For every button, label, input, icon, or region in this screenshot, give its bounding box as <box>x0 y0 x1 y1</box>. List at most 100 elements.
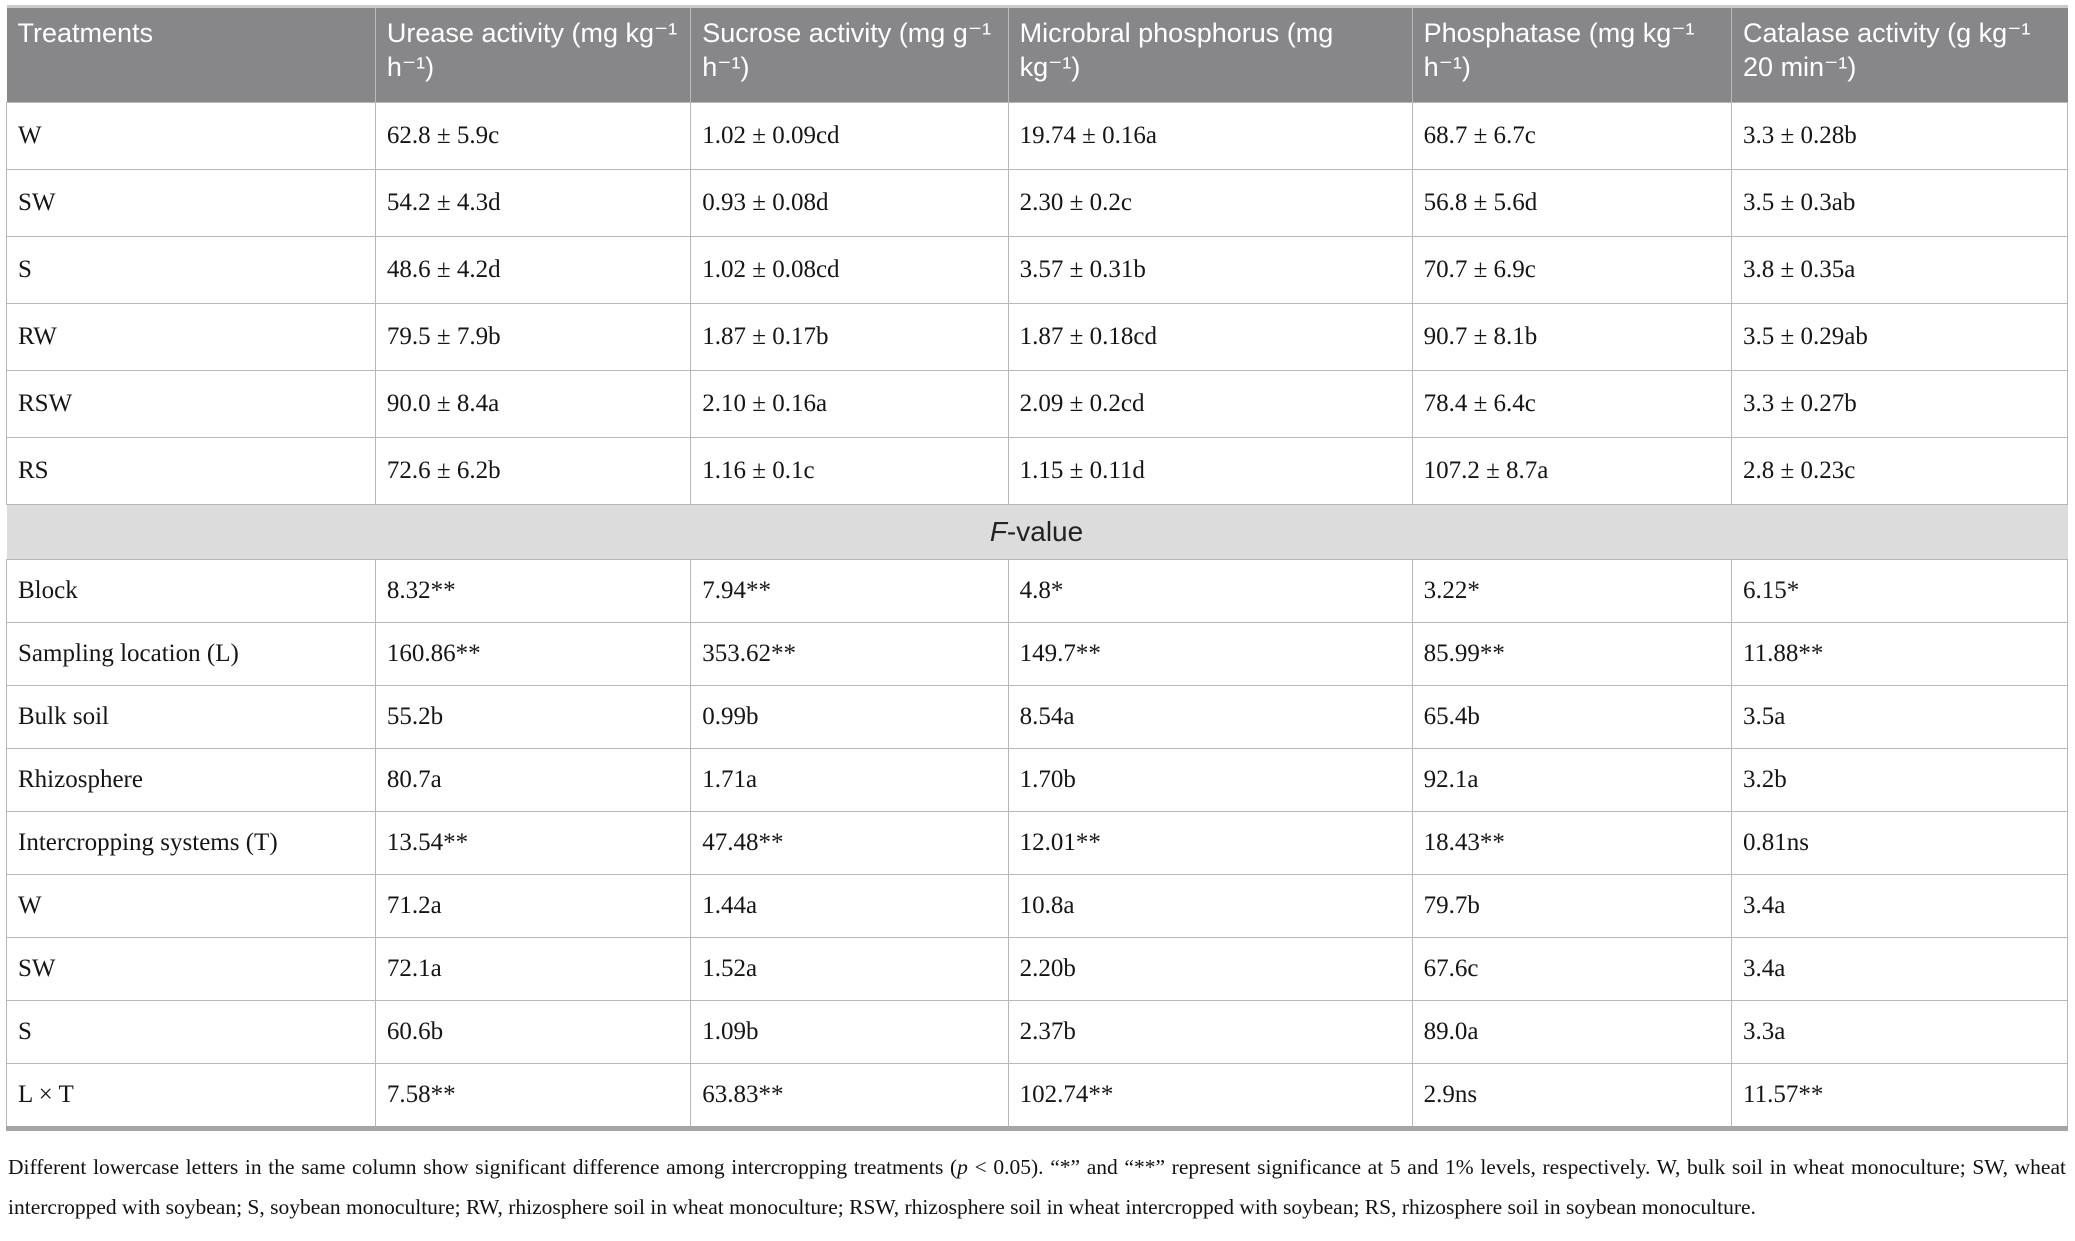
table-cell: 60.6b <box>374 1000 692 1064</box>
table-cell: 78.4 ± 6.4c <box>1411 370 1733 438</box>
table-cell: 67.6c <box>1411 937 1733 1001</box>
row-label: SW <box>6 169 376 237</box>
table-cell: 63.83** <box>690 1063 1009 1129</box>
table-footnote: Different lowercase letters in the same … <box>8 1147 2066 1227</box>
table-cell: 10.8a <box>1007 874 1413 938</box>
column-header-catalase-activity: Catalase activity (g kg⁻¹ 20 min⁻¹) <box>1731 6 2068 103</box>
table-cell: 3.3 ± 0.28b <box>1731 102 2068 170</box>
table-cell: 65.4b <box>1411 685 1733 749</box>
table-cell: 70.7 ± 6.9c <box>1411 236 1733 304</box>
table-cell: 160.86** <box>374 622 692 686</box>
table-cell: 149.7** <box>1007 622 1413 686</box>
table-cell: 3.3 ± 0.27b <box>1731 370 2068 438</box>
table-cell: 2.37b <box>1007 1000 1413 1064</box>
table-row-rsw: RSW 90.0 ± 8.4a 2.10 ± 0.16a 2.09 ± 0.2c… <box>6 370 2068 438</box>
table-cell: 2.8 ± 0.23c <box>1731 437 2068 505</box>
f-value-label-rest: -value <box>1006 516 1084 547</box>
column-header-sucrose-activity: Sucrose activity (mg g⁻¹ h⁻¹) <box>690 6 1009 103</box>
table-cell: 2.9ns <box>1411 1063 1733 1129</box>
table-cell: 353.62** <box>690 622 1009 686</box>
table-cell: 54.2 ± 4.3d <box>374 169 692 237</box>
table-cell: 72.1a <box>374 937 692 1001</box>
row-label: RSW <box>6 370 376 438</box>
enzyme-activity-table: Treatments Urease activity (mg kg⁻¹ h⁻¹)… <box>6 5 2068 1131</box>
table-cell: 18.43** <box>1411 811 1733 875</box>
table-cell: 8.32** <box>374 559 692 623</box>
table-cell: 80.7a <box>374 748 692 812</box>
table-cell: 3.57 ± 0.31b <box>1007 236 1413 304</box>
table-row-s: S 48.6 ± 4.2d 1.02 ± 0.08cd 3.57 ± 0.31b… <box>6 236 2068 304</box>
table-cell: 19.74 ± 0.16a <box>1007 102 1413 170</box>
table-cell: 3.2b <box>1731 748 2068 812</box>
table-cell: 79.5 ± 7.9b <box>374 303 692 371</box>
row-label: RS <box>6 437 376 505</box>
row-label: L × T <box>6 1063 376 1129</box>
table-cell: 13.54** <box>374 811 692 875</box>
table-row-w: W 62.8 ± 5.9c 1.02 ± 0.09cd 19.74 ± 0.16… <box>6 102 2068 170</box>
table-cell: 107.2 ± 8.7a <box>1411 437 1733 505</box>
column-header-urease-activity: Urease activity (mg kg⁻¹ h⁻¹) <box>374 6 691 103</box>
table-cell: 0.93 ± 0.08d <box>690 169 1009 237</box>
f-row-block: Block 8.32** 7.94** 4.8* 3.22* 6.15* <box>6 559 2068 623</box>
table-cell: 1.71a <box>690 748 1009 812</box>
table-cell: 2.30 ± 0.2c <box>1007 169 1413 237</box>
f-row-sw: SW 72.1a 1.52a 2.20b 67.6c 3.4a <box>6 937 2068 1001</box>
table-cell: 3.5a <box>1731 685 2068 749</box>
section-row-f-value: F-value <box>6 504 2068 560</box>
table-cell: 11.57** <box>1731 1063 2068 1129</box>
table-cell: 3.4a <box>1731 937 2068 1001</box>
table-cell: 68.7 ± 6.7c <box>1411 102 1733 170</box>
f-row-s: S 60.6b 1.09b 2.37b 89.0a 3.3a <box>6 1000 2068 1064</box>
row-label: W <box>6 102 376 170</box>
row-label: S <box>6 1000 376 1064</box>
table-cell: 6.15* <box>1731 559 2068 623</box>
row-label: Rhizosphere <box>6 748 376 812</box>
table-cell: 89.0a <box>1411 1000 1733 1064</box>
table-cell: 4.8* <box>1007 559 1413 623</box>
table-cell: 11.88** <box>1731 622 2068 686</box>
footnote-text-part2: < 0.05). “*” and “**” represent signific… <box>8 1155 2066 1219</box>
table-cell: 71.2a <box>374 874 692 938</box>
table-cell: 1.87 ± 0.17b <box>690 303 1009 371</box>
table-cell: 3.3a <box>1731 1000 2068 1064</box>
table-cell: 90.0 ± 8.4a <box>374 370 692 438</box>
table-cell: 0.81ns <box>1731 811 2068 875</box>
table-cell: 12.01** <box>1007 811 1413 875</box>
table-header: Treatments Urease activity (mg kg⁻¹ h⁻¹)… <box>6 6 2068 103</box>
table-cell: 8.54a <box>1007 685 1413 749</box>
table-cell: 102.74** <box>1007 1063 1413 1129</box>
table-cell: 1.15 ± 0.11d <box>1007 437 1413 505</box>
table-row-rw: RW 79.5 ± 7.9b 1.87 ± 0.17b 1.87 ± 0.18c… <box>6 303 2068 371</box>
table-cell: 3.5 ± 0.29ab <box>1731 303 2068 371</box>
f-row-intercropping-systems: Intercropping systems (T) 13.54** 47.48*… <box>6 811 2068 875</box>
table-row-rs: RS 72.6 ± 6.2b 1.16 ± 0.1c 1.15 ± 0.11d … <box>6 437 2068 505</box>
table-cell: 90.7 ± 8.1b <box>1411 303 1733 371</box>
row-label: Intercropping systems (T) <box>6 811 376 875</box>
table-cell: 7.94** <box>690 559 1009 623</box>
header-row: Treatments Urease activity (mg kg⁻¹ h⁻¹)… <box>6 6 2068 103</box>
table-cell: 1.09b <box>690 1000 1009 1064</box>
f-value-label-italic: F <box>989 516 1007 547</box>
table-cell: 48.6 ± 4.2d <box>374 236 692 304</box>
f-row-w: W 71.2a 1.44a 10.8a 79.7b 3.4a <box>6 874 2068 938</box>
row-label: Bulk soil <box>6 685 376 749</box>
table-cell: 2.20b <box>1007 937 1413 1001</box>
table-cell: 0.99b <box>690 685 1009 749</box>
row-label: SW <box>6 937 376 1001</box>
table-row-sw: SW 54.2 ± 4.3d 0.93 ± 0.08d 2.30 ± 0.2c … <box>6 169 2068 237</box>
table-cell: 1.70b <box>1007 748 1413 812</box>
f-row-rhizosphere: Rhizosphere 80.7a 1.71a 1.70b 92.1a 3.2b <box>6 748 2068 812</box>
row-label: S <box>6 236 376 304</box>
table-cell: 1.02 ± 0.09cd <box>690 102 1009 170</box>
table-cell: 62.8 ± 5.9c <box>374 102 692 170</box>
table-cell: 72.6 ± 6.2b <box>374 437 692 505</box>
table-body: W 62.8 ± 5.9c 1.02 ± 0.09cd 19.74 ± 0.16… <box>6 102 2068 1129</box>
table-cell: 79.7b <box>1411 874 1733 938</box>
row-label: W <box>6 874 376 938</box>
column-header-phosphatase: Phosphatase (mg kg⁻¹ h⁻¹) <box>1411 6 1732 103</box>
row-label: RW <box>6 303 376 371</box>
table-cell: 2.10 ± 0.16a <box>690 370 1009 438</box>
column-header-microbial-phosphorus: Microbral phosphorus (mg kg⁻¹) <box>1007 6 1413 103</box>
row-label: Block <box>6 559 376 623</box>
